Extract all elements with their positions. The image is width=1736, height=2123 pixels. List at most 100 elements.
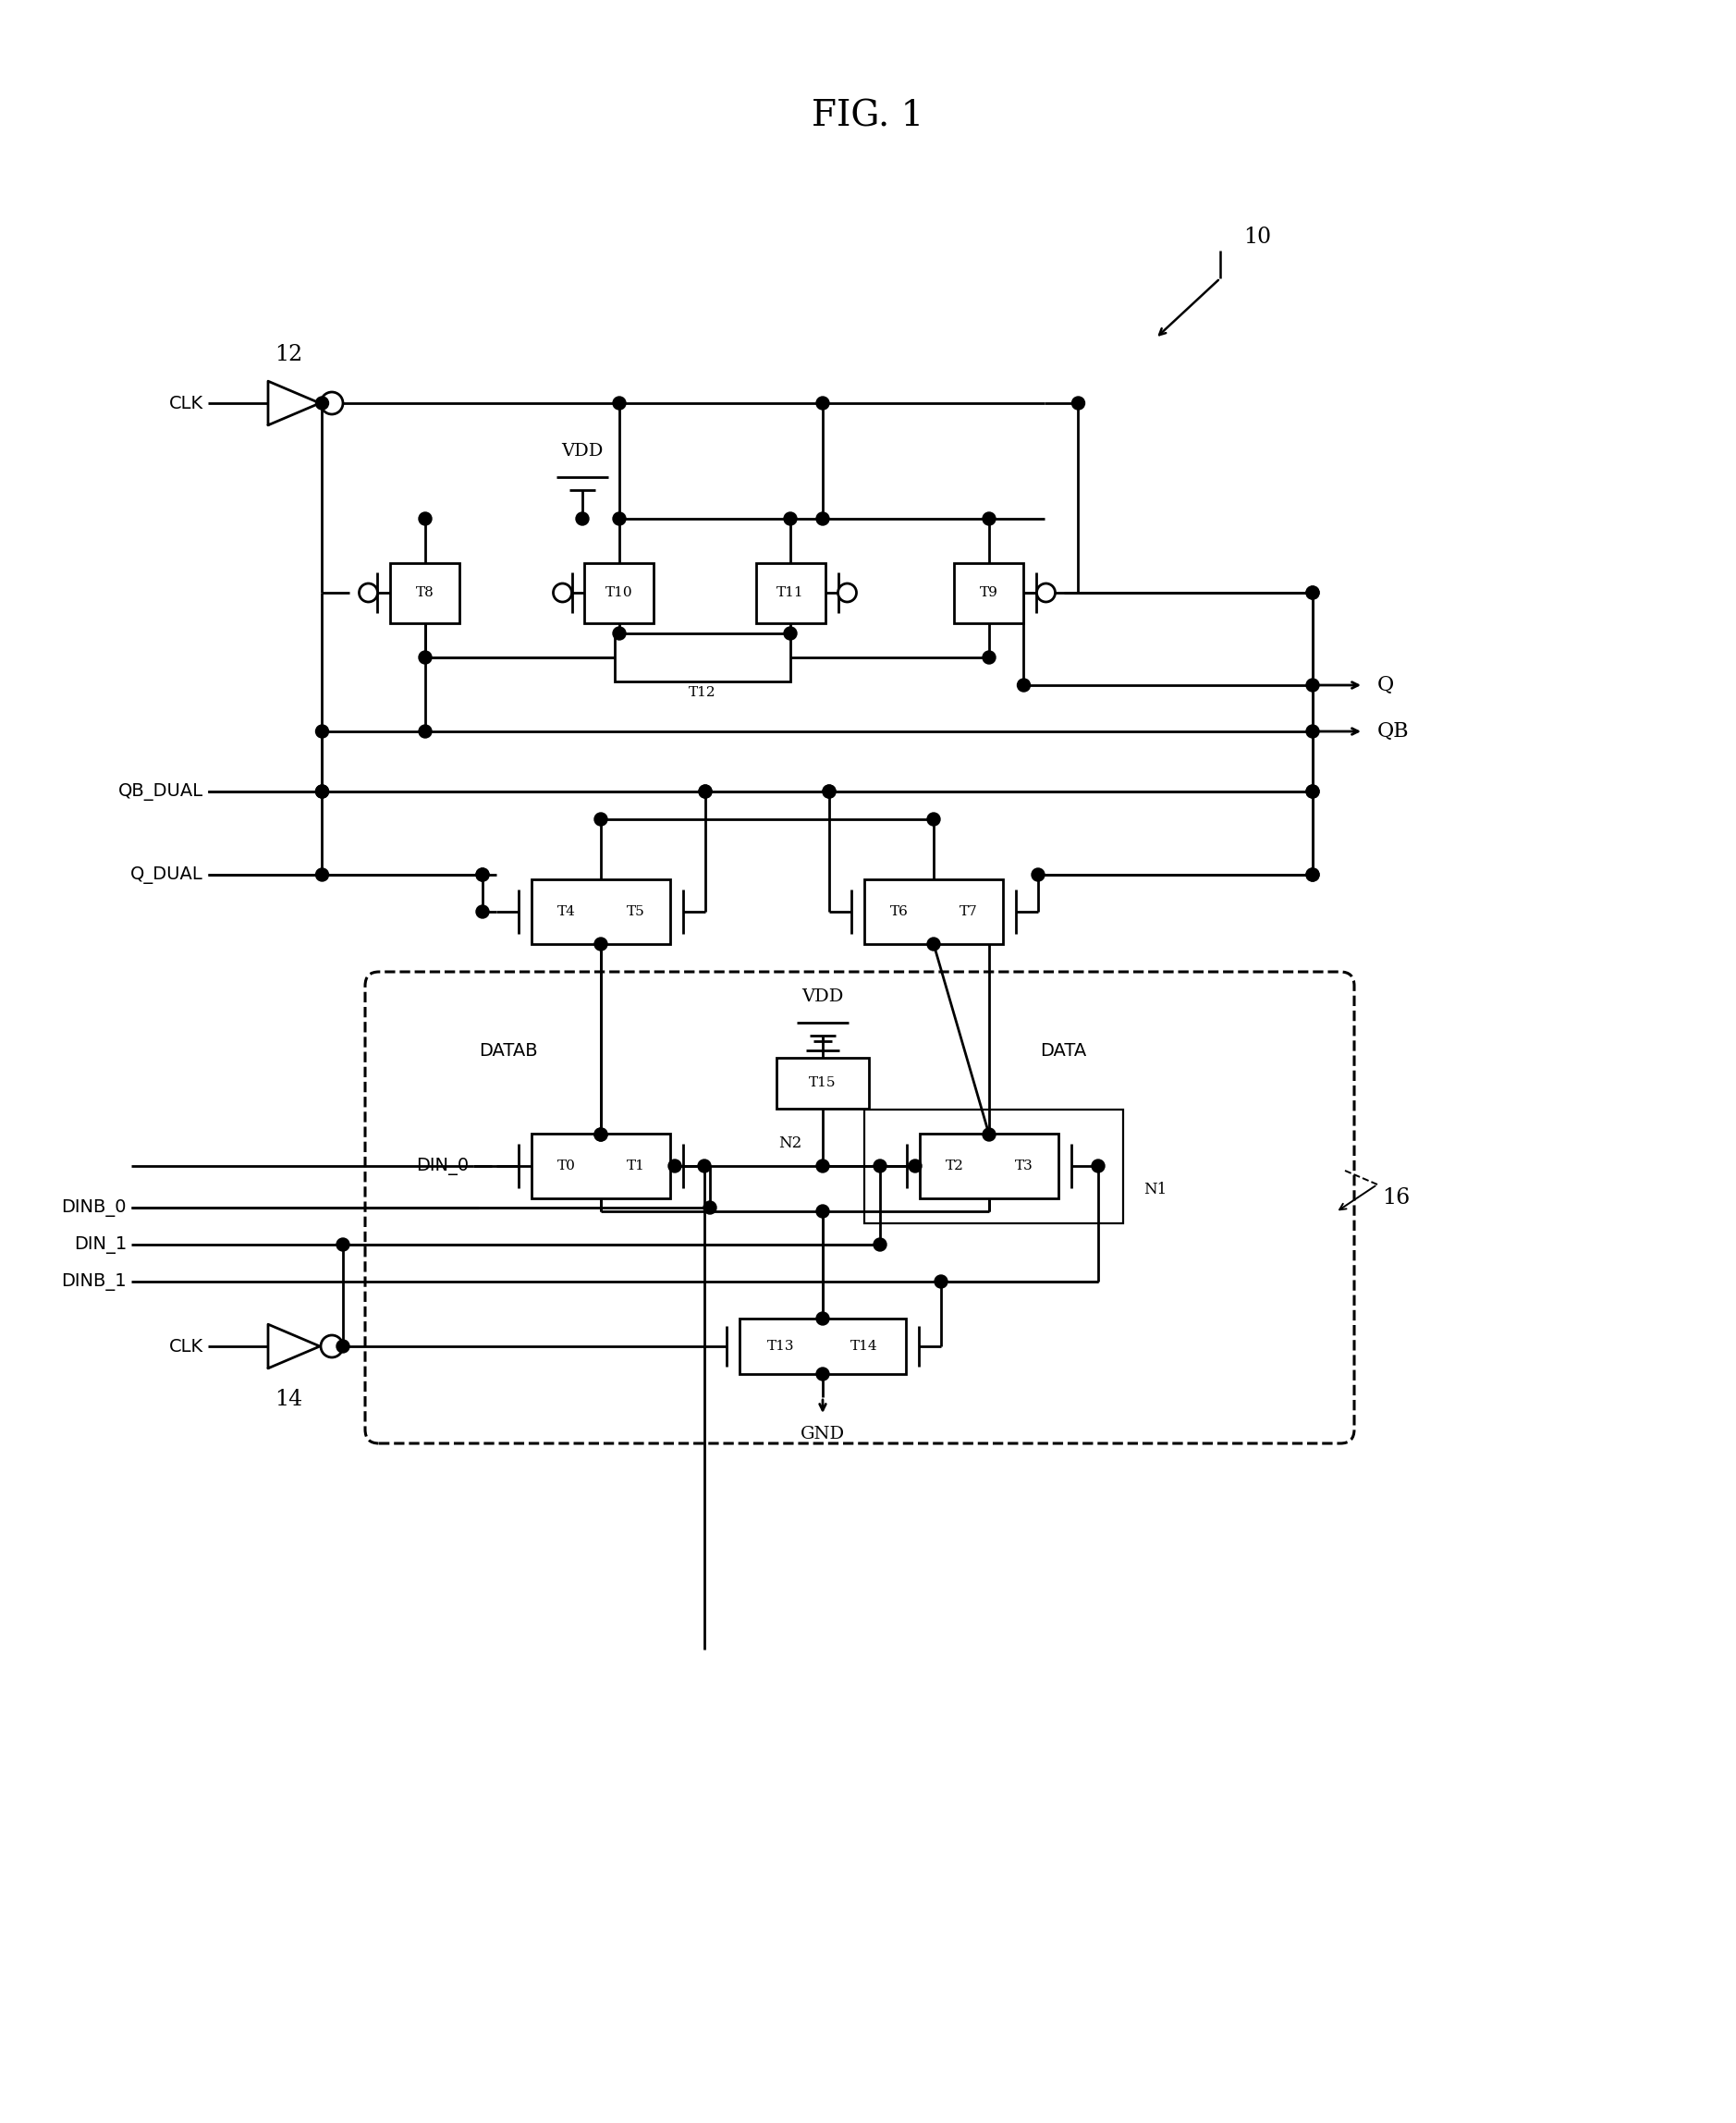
Text: Q_DUAL: Q_DUAL <box>130 866 203 883</box>
Circle shape <box>613 626 625 639</box>
Bar <box>865 1108 1123 1223</box>
Circle shape <box>316 786 328 798</box>
Circle shape <box>418 512 432 524</box>
Text: N2: N2 <box>779 1136 802 1151</box>
Text: T8: T8 <box>417 586 434 599</box>
Text: N1: N1 <box>1144 1180 1167 1197</box>
Bar <box>585 563 654 622</box>
Circle shape <box>927 813 941 826</box>
Circle shape <box>816 1159 830 1172</box>
Circle shape <box>785 626 797 639</box>
Text: QB: QB <box>1377 722 1410 741</box>
Circle shape <box>316 397 328 410</box>
Bar <box>391 563 460 622</box>
Circle shape <box>816 512 830 524</box>
Circle shape <box>1031 868 1045 881</box>
Circle shape <box>1305 679 1319 692</box>
Circle shape <box>554 584 571 603</box>
Circle shape <box>1092 1159 1104 1172</box>
Circle shape <box>927 938 941 951</box>
Text: T0: T0 <box>557 1159 575 1172</box>
Circle shape <box>823 786 835 798</box>
Circle shape <box>1305 586 1319 599</box>
Bar <box>531 1134 670 1197</box>
Circle shape <box>816 1367 830 1380</box>
Circle shape <box>418 652 432 664</box>
Circle shape <box>321 1335 344 1357</box>
Circle shape <box>316 786 328 798</box>
Bar <box>755 563 825 622</box>
Text: 10: 10 <box>1243 225 1271 248</box>
Bar <box>955 563 1024 622</box>
Circle shape <box>700 786 712 798</box>
Text: T5: T5 <box>627 904 644 917</box>
Text: T4: T4 <box>557 904 575 917</box>
Text: VDD: VDD <box>561 444 604 459</box>
Text: T2: T2 <box>944 1159 963 1172</box>
Bar <box>776 1057 870 1108</box>
Text: 12: 12 <box>274 344 302 365</box>
Circle shape <box>418 724 432 739</box>
Text: T7: T7 <box>960 904 977 917</box>
Circle shape <box>668 1159 681 1172</box>
Text: 14: 14 <box>274 1388 302 1410</box>
Circle shape <box>1305 786 1319 798</box>
Circle shape <box>873 1238 887 1250</box>
Text: GND: GND <box>800 1427 845 1442</box>
Circle shape <box>321 393 344 414</box>
Circle shape <box>316 868 328 881</box>
Circle shape <box>873 1159 887 1172</box>
Text: T1: T1 <box>627 1159 644 1172</box>
Text: T14: T14 <box>851 1340 878 1352</box>
Circle shape <box>983 652 995 664</box>
Circle shape <box>983 1127 995 1140</box>
Text: T10: T10 <box>606 586 634 599</box>
Circle shape <box>1305 868 1319 881</box>
Text: VDD: VDD <box>802 989 844 1004</box>
Circle shape <box>1071 397 1085 410</box>
Circle shape <box>908 1159 922 1172</box>
FancyBboxPatch shape <box>365 972 1354 1444</box>
Circle shape <box>359 584 378 603</box>
Circle shape <box>316 724 328 739</box>
Circle shape <box>983 512 995 524</box>
Circle shape <box>594 1127 608 1140</box>
Circle shape <box>337 1340 349 1352</box>
Circle shape <box>1305 868 1319 881</box>
Circle shape <box>823 786 835 798</box>
Circle shape <box>1036 584 1055 603</box>
Text: T3: T3 <box>1014 1159 1033 1172</box>
Circle shape <box>594 1127 608 1140</box>
Text: DINB_1: DINB_1 <box>61 1274 127 1291</box>
Text: T15: T15 <box>809 1076 837 1089</box>
Circle shape <box>594 938 608 951</box>
Text: DINB_0: DINB_0 <box>61 1199 127 1216</box>
Text: T11: T11 <box>776 586 804 599</box>
Text: T12: T12 <box>689 686 717 698</box>
Circle shape <box>785 512 797 524</box>
Text: T13: T13 <box>767 1340 795 1352</box>
Text: T9: T9 <box>979 586 998 599</box>
Circle shape <box>838 584 856 603</box>
Circle shape <box>594 813 608 826</box>
Bar <box>740 1318 906 1374</box>
Bar <box>531 879 670 945</box>
Text: CLK: CLK <box>168 1337 203 1354</box>
Circle shape <box>1305 586 1319 599</box>
Text: Q: Q <box>1377 675 1394 696</box>
Text: DIN_1: DIN_1 <box>73 1236 127 1253</box>
Text: CLK: CLK <box>168 395 203 412</box>
Text: DATAB: DATAB <box>479 1042 538 1059</box>
Circle shape <box>576 512 589 524</box>
Circle shape <box>613 512 625 524</box>
Bar <box>920 1134 1059 1197</box>
Text: DIN_0: DIN_0 <box>417 1157 469 1174</box>
Circle shape <box>337 1238 349 1250</box>
Circle shape <box>613 397 625 410</box>
Circle shape <box>476 868 490 881</box>
Text: DATA: DATA <box>1040 1042 1087 1059</box>
Circle shape <box>816 1206 830 1219</box>
Text: T6: T6 <box>891 904 908 917</box>
Circle shape <box>934 1276 948 1289</box>
Circle shape <box>1305 786 1319 798</box>
